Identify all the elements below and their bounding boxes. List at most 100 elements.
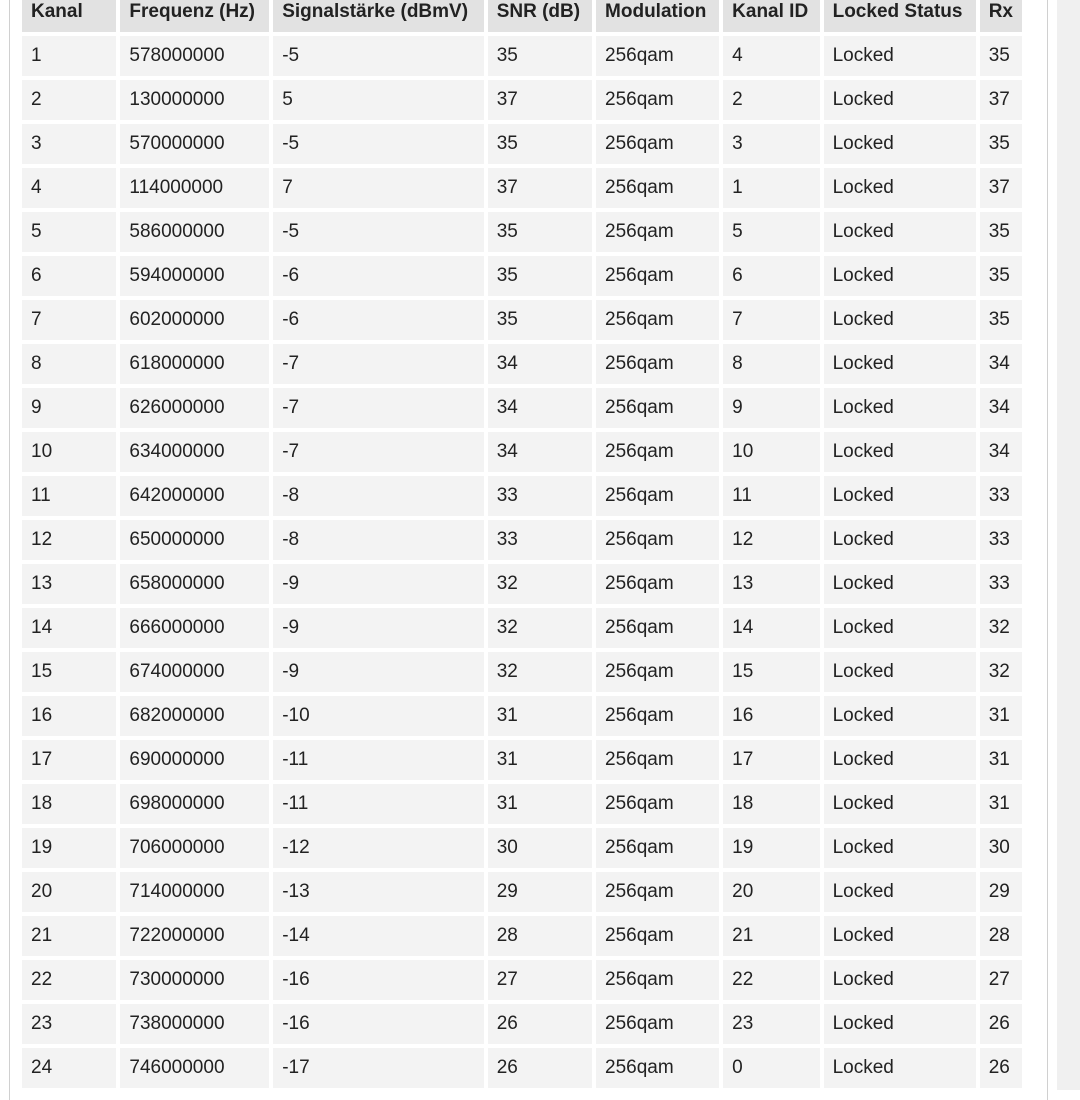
table-cell: -5 bbox=[273, 212, 484, 252]
table-cell: 18 bbox=[22, 784, 117, 824]
table-cell: 256qam bbox=[596, 124, 720, 164]
table-row: 24 746000000 -17 26 256qam 0 Locked 26 bbox=[22, 1048, 1022, 1088]
table-cell: 9 bbox=[723, 388, 820, 428]
table-cell: -17 bbox=[273, 1048, 484, 1088]
table-cell: 33 bbox=[979, 564, 1022, 604]
table-cell: Locked bbox=[823, 300, 976, 340]
downstream-channel-table: Kanal Frequenz (Hz) Signalstärke (dBmV) SNR… bbox=[22, 0, 1026, 1090]
table-cell: 37 bbox=[487, 168, 593, 208]
table-row: 22 730000000 -16 27 256qam 22 Locked 27 bbox=[22, 960, 1022, 1000]
table-cell: 17 bbox=[723, 740, 820, 780]
table-cell: 130000000 bbox=[120, 80, 270, 120]
table-cell: 34 bbox=[979, 388, 1022, 428]
table-cell: Locked bbox=[823, 476, 976, 516]
table-cell: 13 bbox=[22, 564, 117, 604]
table-cell: 738000000 bbox=[120, 1004, 270, 1044]
table-cell: 19 bbox=[22, 828, 117, 868]
table-cell: 16 bbox=[22, 696, 117, 736]
table-cell: 256qam bbox=[596, 960, 720, 1000]
table-header-row: Kanal Frequenz (Hz) Signalstärke (dBmV) SNR… bbox=[22, 0, 1022, 32]
table-cell: Locked bbox=[823, 916, 976, 956]
table-cell: 8 bbox=[723, 344, 820, 384]
table-cell: 642000000 bbox=[120, 476, 270, 516]
table-row: 10 634000000 -7 34 256qam 10 Locked 34 bbox=[22, 432, 1022, 472]
table-cell: 6 bbox=[22, 256, 117, 296]
table-cell: 7 bbox=[723, 300, 820, 340]
table-cell: 20 bbox=[22, 872, 117, 912]
table-cell: 31 bbox=[487, 696, 593, 736]
table-cell: 34 bbox=[979, 344, 1022, 384]
table-row: 15 674000000 -9 32 256qam 15 Locked 32 bbox=[22, 652, 1022, 692]
table-cell: 35 bbox=[979, 300, 1022, 340]
table-cell: -8 bbox=[273, 520, 484, 560]
table-cell: 9 bbox=[22, 388, 117, 428]
table-cell: Locked bbox=[823, 256, 976, 296]
table-cell: 658000000 bbox=[120, 564, 270, 604]
table-cell: Locked bbox=[823, 36, 976, 76]
table-cell: 256qam bbox=[596, 784, 720, 824]
table-cell: 13 bbox=[723, 564, 820, 604]
table-cell: Locked bbox=[823, 80, 976, 120]
table-cell: 21 bbox=[22, 916, 117, 956]
table-cell: 32 bbox=[487, 608, 593, 648]
table-cell: 666000000 bbox=[120, 608, 270, 648]
table-cell: 17 bbox=[22, 740, 117, 780]
table-cell: 256qam bbox=[596, 828, 720, 868]
table-cell: 256qam bbox=[596, 476, 720, 516]
table-cell: 33 bbox=[487, 520, 593, 560]
table-cell: 4 bbox=[22, 168, 117, 208]
table-cell: Locked bbox=[823, 872, 976, 912]
table-row: 6 594000000 -6 35 256qam 6 Locked 35 bbox=[22, 256, 1022, 296]
table-cell: -7 bbox=[273, 344, 484, 384]
table-cell: Locked bbox=[823, 432, 976, 472]
table-cell: Locked bbox=[823, 212, 976, 252]
table-cell: 19 bbox=[723, 828, 820, 868]
table-cell: 11 bbox=[723, 476, 820, 516]
table-cell: Locked bbox=[823, 960, 976, 1000]
table-cell: 32 bbox=[487, 564, 593, 604]
table-cell: 27 bbox=[979, 960, 1022, 1000]
table-cell: 5 bbox=[22, 212, 117, 252]
table-cell: 11 bbox=[22, 476, 117, 516]
table-cell: Locked bbox=[823, 608, 976, 648]
table-row: 23 738000000 -16 26 256qam 23 Locked 26 bbox=[22, 1004, 1022, 1044]
table-cell: 34 bbox=[487, 388, 593, 428]
table-cell: 35 bbox=[487, 300, 593, 340]
table-cell: 29 bbox=[979, 872, 1022, 912]
table-cell: 3 bbox=[723, 124, 820, 164]
column-header: Frequenz (Hz) bbox=[120, 0, 270, 32]
table-row: 13 658000000 -9 32 256qam 13 Locked 33 bbox=[22, 564, 1022, 604]
table-cell: -11 bbox=[273, 784, 484, 824]
scrollbar-track[interactable] bbox=[1057, 0, 1080, 1090]
table-cell: 26 bbox=[979, 1004, 1022, 1044]
table-cell: 32 bbox=[979, 608, 1022, 648]
table-row: 2 130000000 5 37 256qam 2 Locked 37 bbox=[22, 80, 1022, 120]
table-cell: 4 bbox=[723, 36, 820, 76]
table-cell: 22 bbox=[723, 960, 820, 1000]
table-cell: 34 bbox=[487, 432, 593, 472]
table-cell: 29 bbox=[487, 872, 593, 912]
table-cell: -10 bbox=[273, 696, 484, 736]
table-cell: 256qam bbox=[596, 1048, 720, 1088]
table-cell: 746000000 bbox=[120, 1048, 270, 1088]
table-scroll-container[interactable]: Kanal Frequenz (Hz) Signalstärke (dBmV) SNR… bbox=[22, 0, 1026, 1090]
table-row: 21 722000000 -14 28 256qam 21 Locked 28 bbox=[22, 916, 1022, 956]
table-cell: -9 bbox=[273, 652, 484, 692]
table-cell: -12 bbox=[273, 828, 484, 868]
table-cell: 35 bbox=[487, 256, 593, 296]
table-cell: 24 bbox=[22, 1048, 117, 1088]
table-row: 20 714000000 -13 29 256qam 20 Locked 29 bbox=[22, 872, 1022, 912]
table-cell: 586000000 bbox=[120, 212, 270, 252]
table-cell: 20 bbox=[723, 872, 820, 912]
table-row: 8 618000000 -7 34 256qam 8 Locked 34 bbox=[22, 344, 1022, 384]
table-cell: Locked bbox=[823, 1048, 976, 1088]
table-row: 1 578000000 -5 35 256qam 4 Locked 35 bbox=[22, 36, 1022, 76]
table-cell: Locked bbox=[823, 564, 976, 604]
table-row: 14 666000000 -9 32 256qam 14 Locked 32 bbox=[22, 608, 1022, 648]
table-cell: 30 bbox=[979, 828, 1022, 868]
table-cell: 12 bbox=[723, 520, 820, 560]
table-cell: 618000000 bbox=[120, 344, 270, 384]
table-cell: 256qam bbox=[596, 696, 720, 736]
table-cell: 674000000 bbox=[120, 652, 270, 692]
table-row: 16 682000000 -10 31 256qam 16 Locked 31 bbox=[22, 696, 1022, 736]
